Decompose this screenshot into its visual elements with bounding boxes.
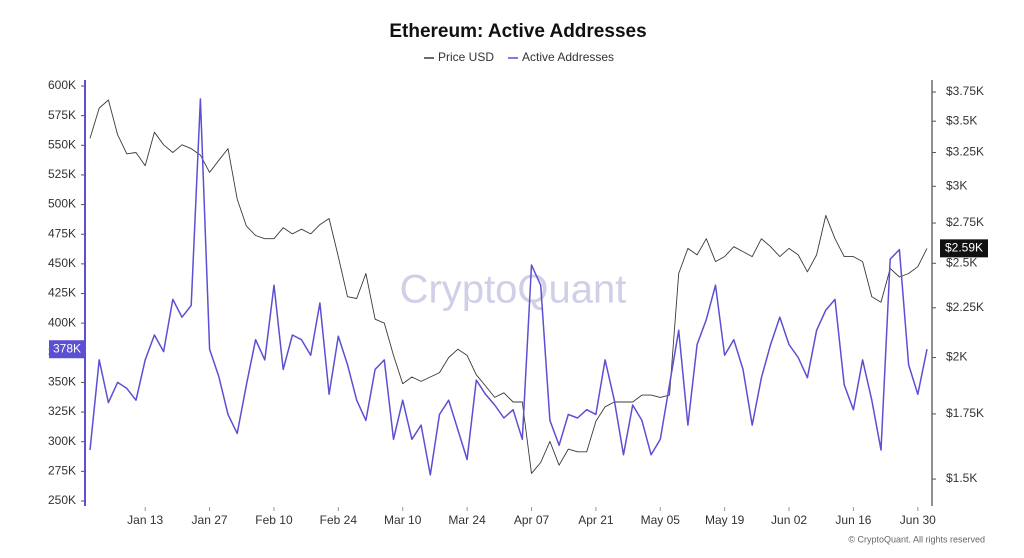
y-tick-label: 550K — [48, 137, 76, 151]
x-tick-label: May 19 — [705, 513, 745, 527]
y2-tick-label: $1.75K — [946, 406, 984, 420]
y-tick-label: 500K — [48, 197, 76, 211]
value-tag — [940, 239, 988, 258]
y-tick-label: 450K — [48, 256, 76, 270]
x-tick-label: Jan 13 — [127, 513, 163, 527]
chart-title: Ethereum: Active Addresses — [389, 21, 646, 42]
y2-tick-label: $3.25K — [946, 145, 984, 159]
y2-tick-label: $3K — [946, 178, 967, 192]
y-tick-label: 275K — [48, 464, 76, 478]
x-tick-label: Mar 24 — [448, 513, 486, 527]
legend-label: Price USD — [438, 50, 494, 64]
series-line — [89, 99, 928, 474]
y2-tick-label: $3.75K — [946, 84, 984, 98]
x-tick-label: May 05 — [641, 513, 681, 527]
x-tick-label: Mar 10 — [384, 513, 422, 527]
y-tick-label: 325K — [48, 404, 76, 418]
x-tick-label: Jan 27 — [192, 513, 228, 527]
y-tick-label: 525K — [48, 167, 76, 181]
x-tick-label: Apr 21 — [578, 513, 614, 527]
y2-tick-label: $1.5K — [946, 471, 977, 485]
x-tick-label: Feb 10 — [255, 513, 293, 527]
y2-tick-label: $2.5K — [946, 255, 977, 269]
legend-label: Active Addresses — [522, 50, 614, 64]
y-tick-label: 350K — [48, 375, 76, 389]
x-tick-label: Jun 16 — [835, 513, 871, 527]
y-tick-label: 250K — [48, 493, 76, 507]
watermark: CryptoQuant — [400, 268, 627, 312]
y2-tick-label: $2.75K — [946, 215, 984, 229]
y-tick-label: 575K — [48, 108, 76, 122]
y-tick-label: 300K — [48, 434, 76, 448]
y2-tick-label: $3.5K — [946, 113, 977, 127]
y-tick-label: 475K — [48, 226, 76, 240]
y-tick-label: 425K — [48, 286, 76, 300]
x-tick-label: Jun 02 — [771, 513, 807, 527]
y-tick-label: 600K — [48, 78, 76, 92]
value-tag — [49, 340, 85, 359]
value-tag-label: $2.59K — [945, 241, 983, 255]
y2-tick-label: $2.25K — [946, 300, 984, 314]
x-tick-label: Apr 07 — [514, 513, 550, 527]
y-tick-label: 400K — [48, 315, 76, 329]
series-line — [89, 98, 928, 476]
x-tick-label: Feb 24 — [320, 513, 358, 527]
value-tag-label: 378K — [53, 341, 81, 355]
y2-tick-label: $2K — [946, 350, 967, 364]
source-note: © CryptoQuant. All rights reserved — [848, 534, 985, 544]
x-tick-label: Jun 30 — [900, 513, 936, 527]
